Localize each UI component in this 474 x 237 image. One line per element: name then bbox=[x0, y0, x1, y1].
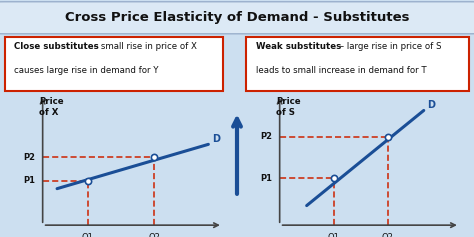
Text: Weak substitutes: Weak substitutes bbox=[255, 42, 341, 51]
FancyBboxPatch shape bbox=[0, 2, 474, 34]
FancyBboxPatch shape bbox=[5, 37, 223, 91]
Text: P1: P1 bbox=[23, 176, 36, 185]
Text: – large rise in price of S: – large rise in price of S bbox=[337, 42, 441, 51]
Text: P1: P1 bbox=[260, 174, 273, 183]
Text: D: D bbox=[212, 134, 220, 144]
Text: Price
of S: Price of S bbox=[276, 97, 301, 117]
Text: D: D bbox=[428, 100, 435, 110]
Text: Price
of X: Price of X bbox=[39, 97, 64, 117]
Text: Q2: Q2 bbox=[148, 233, 160, 237]
Text: Q1: Q1 bbox=[82, 233, 94, 237]
Text: causes large rise in demand for Y: causes large rise in demand for Y bbox=[14, 66, 158, 75]
Text: leads to small increase in demand for T: leads to small increase in demand for T bbox=[255, 66, 426, 75]
Text: – small rise in price of X: – small rise in price of X bbox=[91, 42, 197, 51]
Text: P2: P2 bbox=[260, 132, 273, 141]
Text: Q1: Q1 bbox=[328, 233, 340, 237]
Text: Cross Price Elasticity of Demand - Substitutes: Cross Price Elasticity of Demand - Subst… bbox=[65, 11, 409, 24]
Text: Q2: Q2 bbox=[382, 233, 394, 237]
FancyBboxPatch shape bbox=[246, 37, 469, 91]
Text: Close substitutes: Close substitutes bbox=[14, 42, 99, 51]
Text: P2: P2 bbox=[23, 153, 36, 162]
Text: Close substitutes – small rise in price of X: Close substitutes – small rise in price … bbox=[14, 42, 194, 51]
